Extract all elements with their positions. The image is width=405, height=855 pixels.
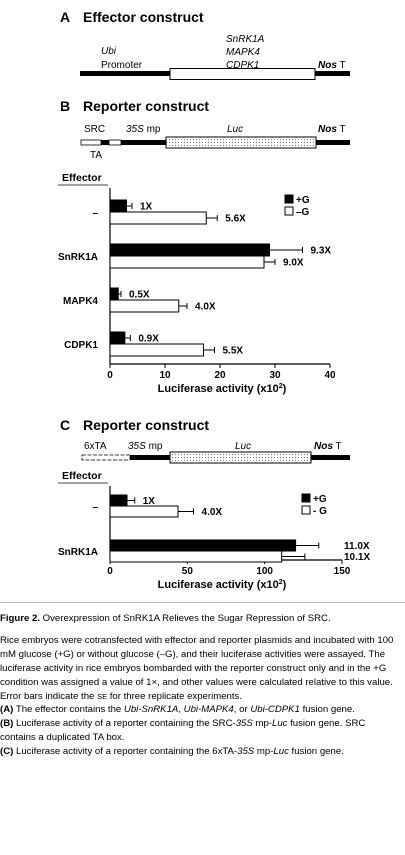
x-tick-label: 30 bbox=[269, 370, 281, 381]
category-label: CDPK1 bbox=[64, 340, 98, 351]
x-tick-label: 0 bbox=[107, 566, 113, 577]
x-tick-label: 20 bbox=[214, 370, 226, 381]
data-label: 5.6X bbox=[225, 214, 246, 225]
x-axis-label: Luciferase activity (x102) bbox=[158, 579, 287, 591]
x-tick-label: 150 bbox=[334, 566, 351, 577]
effector-header-2: Effector bbox=[62, 470, 102, 482]
x-tick-label: 40 bbox=[324, 370, 336, 381]
x-axis-label: Luciferase activity (x102) bbox=[158, 383, 287, 395]
legend-swatch bbox=[301, 493, 311, 503]
nos-terminator-segment bbox=[315, 71, 350, 76]
panel-a-letter: A bbox=[60, 9, 70, 25]
caption-c: (C) Luciferase activity of a reporter co… bbox=[0, 746, 344, 758]
caption-a: (A) The effector contains the Ubi-SnRK1A… bbox=[0, 704, 355, 716]
bar bbox=[109, 199, 127, 213]
bar bbox=[109, 343, 204, 357]
ubi-promoter-segment bbox=[80, 71, 170, 76]
bar bbox=[109, 331, 126, 345]
figure-caption: Figure 2. Overexpression of SnRK1A Relie… bbox=[0, 612, 400, 759]
category-label: MAPK4 bbox=[63, 296, 98, 307]
bar bbox=[109, 299, 180, 313]
src-label: SRC bbox=[84, 124, 105, 135]
data-label: 4.0X bbox=[195, 302, 216, 313]
tata-repeat-element bbox=[81, 454, 131, 461]
nos-label: Nos T bbox=[318, 60, 346, 71]
legend-swatch bbox=[301, 505, 311, 515]
luc-box-c bbox=[169, 451, 312, 464]
tata-label: 6xTA bbox=[84, 441, 107, 452]
panel-c-letter: C bbox=[60, 417, 70, 433]
bar bbox=[109, 243, 270, 257]
category-label: – bbox=[92, 208, 98, 219]
legend-label: –G bbox=[296, 207, 310, 218]
data-label: 0.9X bbox=[138, 334, 159, 345]
x-tick-label: 50 bbox=[182, 566, 194, 577]
bar bbox=[109, 287, 119, 301]
nos-label-c: Nos T bbox=[314, 441, 342, 452]
legend-swatch bbox=[284, 194, 294, 204]
bar bbox=[109, 255, 265, 269]
mp-label-b: 35S mp bbox=[126, 124, 161, 135]
data-label: 5.5X bbox=[223, 346, 244, 357]
nos-label-b: Nos T bbox=[318, 124, 346, 135]
data-label: 10.1X bbox=[344, 552, 370, 563]
bar bbox=[109, 539, 297, 552]
mp-segment-c bbox=[130, 455, 170, 460]
src-element bbox=[80, 139, 102, 146]
ta-label: TA bbox=[90, 150, 102, 161]
bar bbox=[109, 211, 207, 225]
nos-segment-b bbox=[316, 140, 350, 145]
legend-label: - G bbox=[313, 506, 327, 517]
effector-header-1: Effector bbox=[62, 172, 102, 184]
gene-label-cdpk1: CDPK1 bbox=[226, 60, 259, 71]
bar bbox=[109, 550, 283, 563]
data-label: 9.0X bbox=[283, 258, 304, 269]
x-tick-label: 0 bbox=[107, 370, 113, 381]
bar bbox=[109, 494, 128, 507]
data-label: 11.0X bbox=[344, 541, 370, 552]
legend-label: +G bbox=[296, 195, 310, 206]
ta-box bbox=[101, 140, 109, 145]
caption-b: (B) Luciferase activity of a reporter co… bbox=[0, 718, 366, 744]
luc-box-b bbox=[165, 136, 317, 149]
chart-b: 0 10 20 30 40 Luciferase activity (x102) – 1X 5.… bbox=[58, 188, 336, 395]
chart-c: 0 50 100 150 Luciferase activity (x102) – 1X 4.… bbox=[58, 486, 370, 591]
ubi-label: Ubi bbox=[101, 46, 117, 57]
data-label: 0.5X bbox=[129, 290, 150, 301]
category-label: SnRK1A bbox=[58, 547, 98, 558]
caption-body: Rice embryos were cotransfected with eff… bbox=[0, 634, 394, 702]
luc-label-b: Luc bbox=[227, 124, 243, 135]
mp-segment-b bbox=[121, 140, 166, 145]
panel-c-title: Reporter construct bbox=[83, 417, 209, 433]
x-tick-label: 10 bbox=[159, 370, 171, 381]
src-spacer bbox=[108, 139, 122, 146]
data-label: 1X bbox=[140, 202, 153, 213]
data-label: 9.3X bbox=[311, 246, 332, 257]
caption-title: Figure 2. Overexpression of SnRK1A Relie… bbox=[0, 613, 331, 624]
legend-swatch bbox=[284, 206, 294, 216]
caption-rule bbox=[0, 602, 405, 603]
luc-label-c: Luc bbox=[235, 441, 251, 452]
data-label: 4.0X bbox=[202, 507, 223, 518]
panel-a-title: Effector construct bbox=[83, 9, 204, 25]
category-label: – bbox=[92, 502, 98, 513]
gene-insert-box bbox=[169, 68, 316, 80]
nos-segment-c bbox=[311, 455, 350, 460]
promoter-label: Promoter bbox=[101, 60, 143, 71]
x-tick-label: 100 bbox=[256, 566, 273, 577]
legend-label: +G bbox=[313, 494, 327, 505]
gene-label-mapk4: MAPK4 bbox=[226, 47, 260, 58]
category-label: SnRK1A bbox=[58, 252, 98, 263]
panel-b-title: Reporter construct bbox=[83, 98, 209, 114]
panel-b-letter: B bbox=[60, 98, 70, 114]
gene-label-snrk1a: SnRK1A bbox=[226, 34, 265, 45]
mp-label-c: 35S mp bbox=[128, 441, 163, 452]
data-label: 1X bbox=[143, 496, 156, 507]
bar bbox=[109, 505, 179, 518]
figure-2: A Effector construct Ubi Promoter SnRK1A… bbox=[58, 9, 370, 591]
